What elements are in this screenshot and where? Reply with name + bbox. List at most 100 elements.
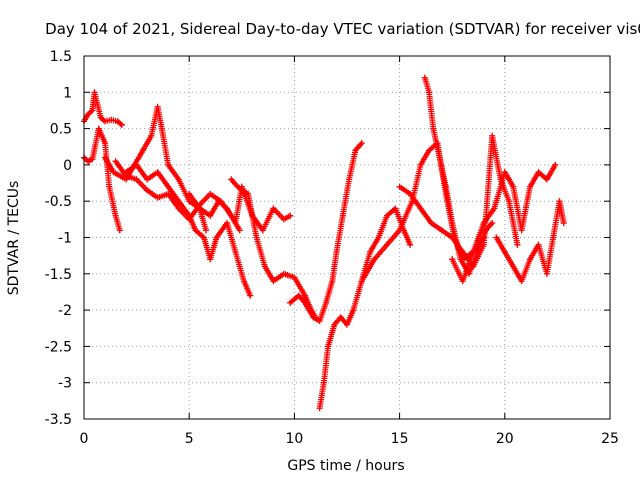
y-tick-label: -3.5	[45, 412, 72, 428]
data-point	[175, 176, 182, 183]
data-point	[106, 183, 113, 190]
data-point	[287, 299, 294, 306]
grid-lines	[84, 56, 610, 419]
x-tick-label: 15	[391, 431, 409, 447]
data-point	[421, 74, 428, 81]
data-point	[322, 299, 329, 306]
data-point	[436, 154, 443, 161]
data-point	[459, 249, 466, 256]
data-point	[506, 198, 513, 205]
data-point	[186, 190, 193, 197]
data-point	[295, 292, 302, 299]
y-tick-label: -3	[58, 376, 72, 392]
data-point	[501, 249, 508, 256]
y-tick-label: 0	[63, 158, 72, 174]
data-point	[331, 321, 338, 328]
data-point	[392, 205, 399, 212]
data-point	[442, 183, 449, 190]
data-point	[133, 161, 140, 168]
data-point	[493, 234, 500, 241]
plus-markers	[316, 205, 414, 412]
data-point	[438, 227, 445, 234]
data-point	[301, 299, 308, 306]
data-point	[224, 205, 231, 212]
data-point	[165, 161, 172, 168]
data-point	[316, 405, 323, 412]
y-tick-label: 1	[63, 85, 72, 101]
axis-ticks	[83, 55, 611, 420]
data-point	[85, 158, 92, 165]
data-point	[518, 278, 525, 285]
data-point	[329, 278, 336, 285]
series-track-8	[287, 140, 365, 324]
y-tick-label: -1.5	[45, 267, 72, 283]
data-point	[371, 256, 378, 263]
data-point	[535, 241, 542, 248]
data-point	[407, 190, 414, 197]
data-point	[430, 125, 437, 132]
data-point	[449, 256, 456, 263]
data-point	[123, 172, 130, 179]
data-point	[449, 234, 456, 241]
data-point	[228, 176, 235, 183]
data-point	[550, 234, 557, 241]
plot-frame	[83, 55, 611, 420]
data-point	[114, 118, 121, 125]
data-point	[175, 205, 182, 212]
series-track-9	[316, 205, 414, 412]
data-point	[118, 121, 125, 128]
data-point	[333, 249, 340, 256]
data-point	[158, 125, 165, 132]
y-tick-label: -1	[58, 231, 72, 247]
data-point	[89, 156, 96, 163]
data-point	[148, 132, 155, 139]
series-track-14	[493, 198, 567, 285]
data-point	[367, 249, 374, 256]
data-point	[139, 147, 146, 154]
data-point	[426, 89, 433, 96]
data-point	[449, 219, 456, 226]
data-point	[154, 169, 161, 176]
data-point	[552, 161, 559, 168]
data-point	[426, 147, 433, 154]
data-point	[417, 205, 424, 212]
data-points	[81, 74, 567, 412]
data-point	[535, 169, 542, 176]
data-point	[203, 227, 210, 234]
data-point	[224, 219, 231, 226]
data-point	[514, 241, 521, 248]
data-point	[280, 270, 287, 277]
plus-markers	[81, 89, 125, 128]
data-point	[207, 212, 214, 219]
series-track-4	[123, 161, 254, 299]
data-point	[165, 190, 172, 197]
data-point	[417, 161, 424, 168]
data-point	[253, 234, 260, 241]
data-point	[154, 103, 161, 110]
x-tick-labels: 0 5 10 15 20 25	[80, 431, 619, 447]
data-point	[344, 321, 350, 328]
data-point	[480, 241, 487, 248]
data-point	[116, 227, 123, 234]
x-tick-label: 5	[185, 431, 194, 447]
data-point	[91, 89, 98, 96]
data-point	[325, 343, 332, 350]
data-point	[428, 219, 435, 226]
series-track-1	[81, 89, 125, 128]
data-point	[510, 263, 517, 270]
x-tick-label: 20	[496, 431, 514, 447]
y-tick-label: 0.5	[50, 122, 72, 138]
data-point	[232, 249, 239, 256]
data-point	[491, 205, 498, 212]
data-point	[556, 198, 563, 205]
data-point	[560, 219, 567, 226]
data-point	[240, 278, 247, 285]
data-point	[102, 140, 109, 147]
data-point	[245, 190, 252, 197]
data-point	[291, 274, 298, 281]
y-tick-label: 1.5	[50, 49, 72, 65]
data-point	[200, 234, 207, 241]
data-point	[236, 227, 243, 234]
data-point	[352, 147, 359, 154]
